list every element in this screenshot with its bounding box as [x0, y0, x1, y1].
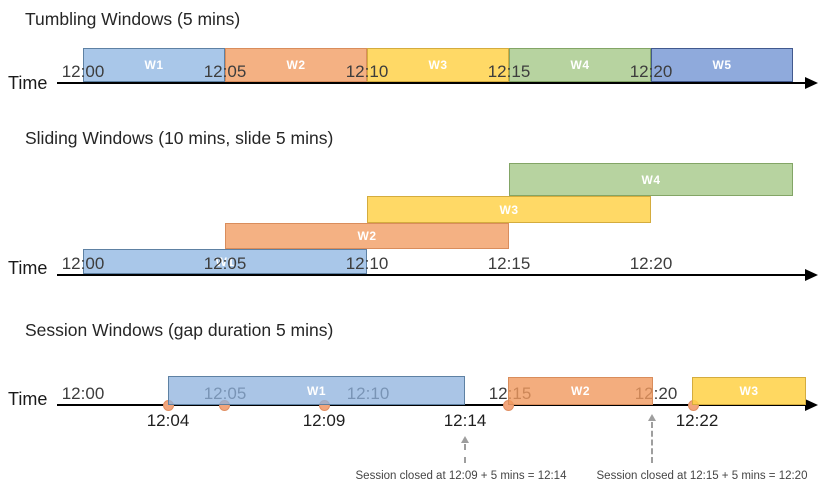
timeline-arrowhead-sliding: [805, 269, 818, 281]
section-title-session: Session Windows (gap duration 5 mins): [25, 320, 334, 340]
axis-tick-1205: 12:05: [203, 254, 247, 273]
event-time-label-1222: 12:22: [675, 411, 719, 430]
axis-tick-1210: 12:10: [345, 62, 389, 81]
window-label-w2: W2: [571, 384, 590, 398]
axis-tick-1210: 12:10: [345, 254, 389, 273]
event-time-label-1204: 12:04: [146, 411, 190, 430]
window-label-w5: W5: [712, 58, 732, 72]
window-label-w3: W3: [739, 384, 759, 398]
timeline-axis-session: [57, 404, 808, 406]
window-w2-session: W2: [508, 377, 653, 405]
axis-tick-1200: 12:00: [61, 62, 105, 81]
window-w3-tumbling: W3: [367, 48, 509, 82]
window-label-w2: W2: [357, 229, 377, 243]
axis-tick-1220: 12:20: [629, 254, 673, 273]
event-time-label-1209: 12:09: [302, 411, 346, 430]
callout-arrow-line: [651, 422, 653, 463]
window-w5-tumbling: W5: [651, 48, 793, 82]
callout-arrowhead-icon: [461, 436, 469, 443]
event-time-label-1214: 12:14: [443, 411, 487, 430]
axis-caption-time-sliding: Time: [8, 258, 48, 278]
axis-tick-1205: 12:05: [203, 62, 247, 81]
window-w1-session: W1: [168, 376, 465, 405]
timeline-arrowhead-tumbling: [805, 77, 818, 89]
window-label-w3: W3: [499, 202, 519, 217]
session-close-annotation-1: Session closed at 12:09 + 5 mins = 12:14: [355, 470, 567, 482]
window-label-w1: W1: [144, 58, 164, 72]
axis-tick-1215: 12:15: [487, 62, 531, 81]
axis-caption-time-tumbling: Time: [8, 73, 48, 93]
timeline-arrowhead-session: [805, 399, 818, 411]
window-w1-sliding: W1: [83, 249, 367, 274]
axis-tick-1215: 12:15: [487, 254, 531, 273]
window-label-w4: W4: [641, 172, 661, 187]
window-w3-sliding: W3: [367, 196, 651, 223]
window-label-w1: W1: [307, 383, 326, 398]
callout-arrow-line: [464, 444, 466, 463]
window-label-w2: W2: [286, 58, 306, 72]
timeline-axis-sliding: [57, 274, 808, 276]
window-w2-tumbling: W2: [225, 48, 367, 82]
axis-tick-1200: 12:00: [61, 254, 105, 273]
callout-arrowhead-icon: [648, 414, 656, 421]
window-w2-sliding: W2: [225, 223, 509, 249]
timeline-axis-tumbling: [57, 82, 808, 84]
section-title-sliding: Sliding Windows (10 mins, slide 5 mins): [25, 128, 334, 148]
axis-tick-1200: 12:00: [61, 384, 105, 403]
session-close-annotation-2: Session closed at 12:15 + 5 mins = 12:20: [596, 470, 808, 482]
section-title-tumbling: Tumbling Windows (5 mins): [25, 9, 241, 29]
window-label-w3: W3: [428, 58, 448, 72]
axis-tick-1220: 12:20: [629, 62, 673, 81]
window-label-w1: W1: [215, 254, 235, 269]
window-label-w4: W4: [570, 58, 590, 72]
window-w3-session: W3: [692, 377, 806, 405]
axis-caption-time-session: Time: [8, 389, 48, 409]
window-w4-tumbling: W4: [509, 48, 651, 82]
window-w1-tumbling: W1: [83, 48, 225, 82]
window-w4-sliding: W4: [509, 163, 793, 196]
